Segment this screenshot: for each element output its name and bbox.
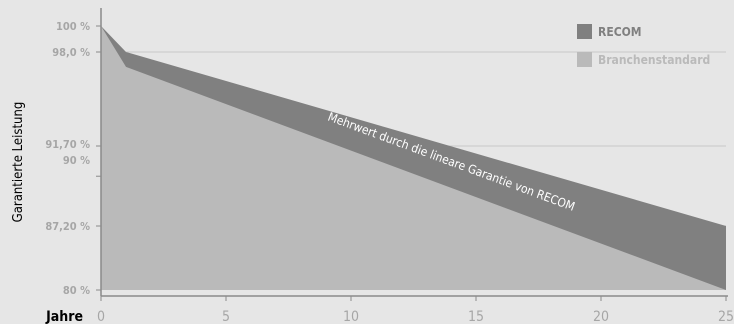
x-tick-label: 25	[718, 309, 734, 324]
legend-label-branchenstandard: Branchenstandard	[598, 53, 710, 67]
y-tick-label: 91,70 %	[45, 138, 90, 151]
y-tick-label: 90 %	[63, 154, 90, 167]
y-tick-label: 87,20 %	[45, 220, 90, 233]
x-tick-label: 5	[222, 309, 230, 324]
x-tick-label: 20	[593, 309, 609, 324]
legend-swatch-branchenstandard	[577, 52, 592, 67]
x-tick-label: 0	[97, 309, 105, 324]
y-tick-label: 100 %	[56, 20, 90, 33]
legend-swatch-recom	[577, 24, 592, 39]
area-branchenstandard	[101, 26, 726, 290]
x-tick-label: 15	[468, 309, 484, 324]
x-axis-label: Jahre	[45, 309, 83, 324]
x-tick-label: 10	[343, 309, 359, 324]
legend-label-recom: RECOM	[598, 25, 642, 39]
y-tick-label: 98,0 %	[52, 46, 90, 59]
y-tick-label: 80 %	[63, 284, 90, 297]
y-axis-label: Garantierte Leistung	[11, 102, 26, 223]
